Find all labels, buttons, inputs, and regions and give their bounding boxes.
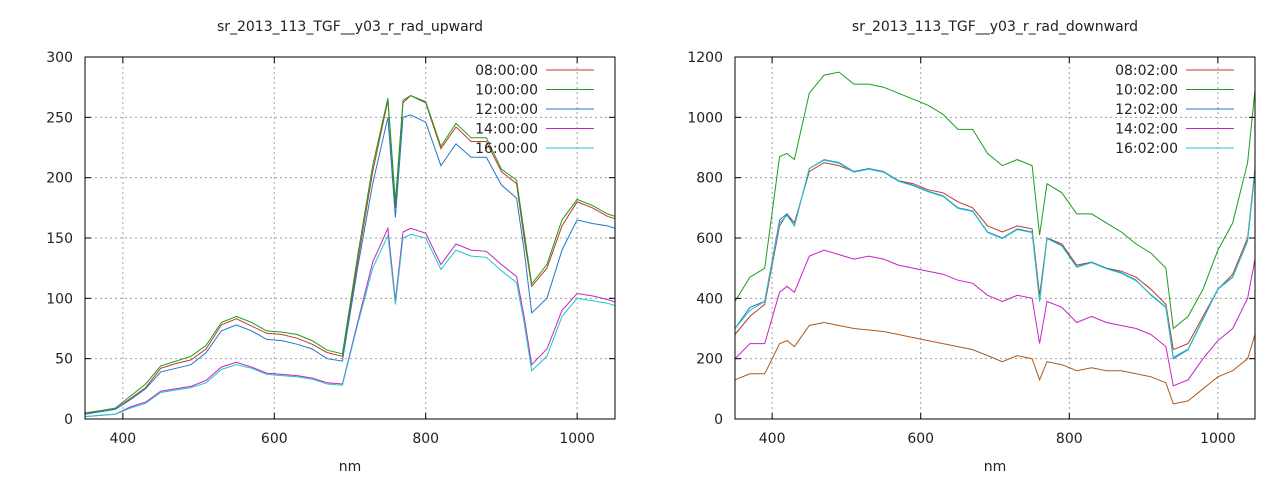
x-tick-label: 1000: [1200, 431, 1236, 447]
x-tick-label: 600: [907, 431, 934, 447]
x-tick-label: 400: [759, 431, 786, 447]
y-tick-label: 100: [46, 291, 73, 307]
series-line-120000: [84, 114, 616, 415]
legend-label: 08:00:00: [475, 63, 538, 79]
legend-label: 12:00:00: [475, 102, 538, 118]
y-tick-label: 200: [696, 352, 723, 368]
y-tick-label: 200: [46, 171, 73, 187]
series-line-140200: [734, 249, 1256, 387]
legend-label: 14:02:00: [1115, 122, 1178, 138]
legend-label: 10:00:00: [475, 83, 538, 99]
y-tick-label: 300: [46, 50, 73, 66]
series-line-080000: [84, 94, 616, 414]
y-tick-label: 150: [46, 231, 73, 247]
y-tick-label: 0: [64, 412, 73, 428]
series-line-080200: [734, 162, 1256, 351]
series-line-140000: [84, 226, 616, 418]
legend-label: 08:02:00: [1115, 63, 1178, 79]
legend-label: 16:02:00: [1115, 141, 1178, 157]
y-tick-label: 400: [696, 291, 723, 307]
y-tick-label: 250: [46, 110, 73, 126]
x-tick-label: 800: [1056, 431, 1083, 447]
chart-title: sr_2013_113_TGF__y03_r_rad_upward: [217, 19, 483, 35]
upward-radiance-chart: sr_2013_113_TGF__y03_r_rad_upward 400 600 8…: [46, 19, 616, 475]
series-line-120200: [734, 159, 1256, 360]
downward-radiance-chart: sr_2013_113_TGF__y03_r_rad_downward 400 60…: [687, 19, 1256, 475]
legend-label: 14:00:00: [475, 122, 538, 138]
y-tick-label: 600: [696, 231, 723, 247]
series-line-100200: [734, 71, 1256, 330]
x-tick-label: 600: [261, 431, 288, 447]
y-tick-label: 50: [55, 352, 73, 368]
series-line-100000: [84, 95, 616, 414]
x-tick-label: 1000: [559, 431, 595, 447]
y-tick-label: 0: [714, 412, 723, 428]
series-line-unnamed: [734, 321, 1256, 405]
x-axis-label: nm: [339, 459, 362, 475]
y-tick-label: 1200: [687, 50, 723, 66]
y-tick-label: 1000: [687, 110, 723, 126]
x-tick-label: 400: [109, 431, 136, 447]
series-line-160000: [84, 233, 616, 418]
legend-label: 16:00:00: [475, 141, 538, 157]
series-line-160200: [734, 159, 1256, 358]
legend-label: 10:02:00: [1115, 83, 1178, 99]
chart-title: sr_2013_113_TGF__y03_r_rad_downward: [852, 19, 1138, 35]
x-axis-label: nm: [984, 459, 1007, 475]
x-tick-label: 800: [412, 431, 439, 447]
y-tick-label: 800: [696, 171, 723, 187]
legend-label: 12:02:00: [1115, 102, 1178, 118]
